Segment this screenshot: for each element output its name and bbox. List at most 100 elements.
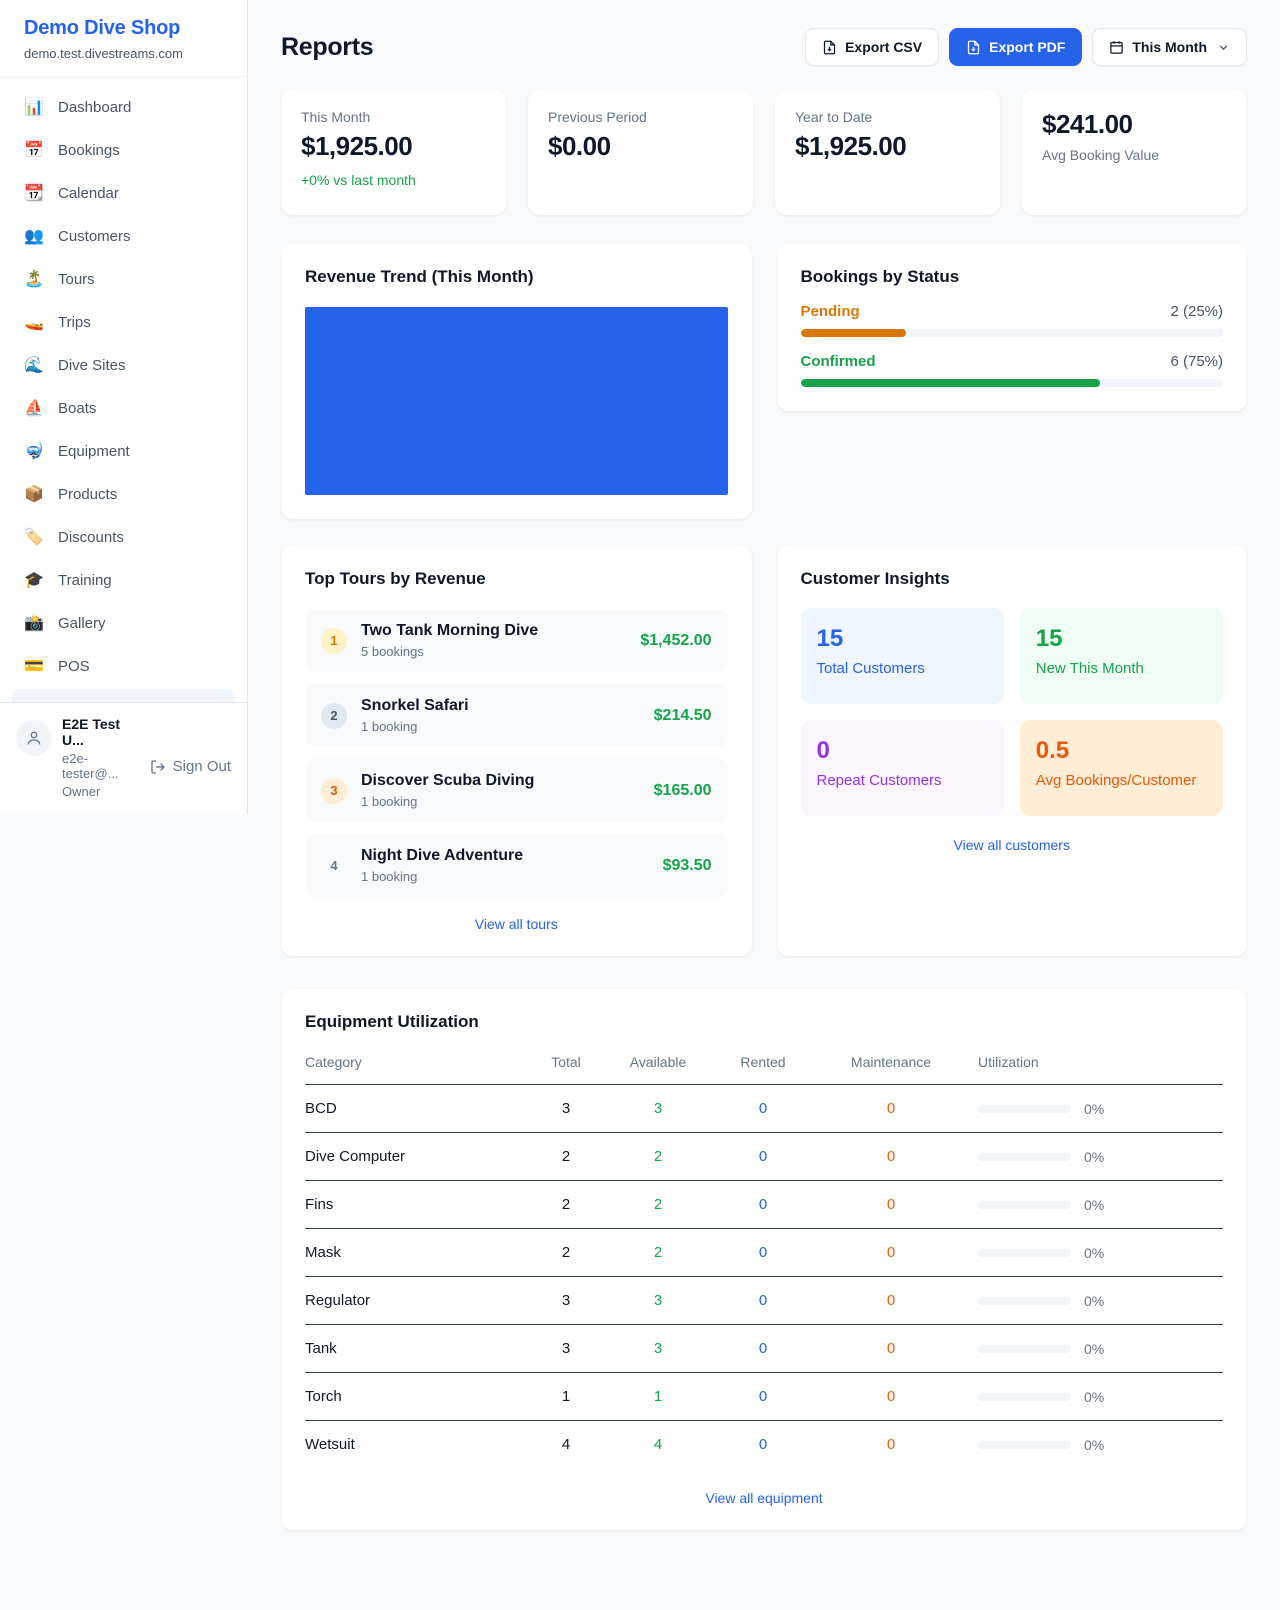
utilization-percent: 0%	[1084, 1148, 1105, 1165]
stat-card-this-month: This Month $1,925.00 +0% vs last month	[281, 90, 506, 215]
customer-insights-card: Customer Insights 15 Total Customers 15 …	[776, 546, 1247, 956]
progress-fill	[800, 379, 1101, 387]
table-row: Fins 2 2 0 0 0%	[305, 1180, 1223, 1229]
cell-rented: 0	[704, 1180, 822, 1229]
utilization-percent: 0%	[1084, 1100, 1105, 1117]
sidebar-item-discounts[interactable]: 🏷️ Discounts	[12, 517, 235, 557]
sidebar-item-boats[interactable]: ⛵ Boats	[12, 388, 235, 428]
cell-category: Regulator	[305, 1276, 520, 1325]
stat-value: $1,925.00	[301, 131, 413, 161]
status-row-pending: Pending 2 (25%)	[800, 303, 1223, 337]
cell-rented: 0	[704, 1324, 822, 1373]
main-content: Reports Export CSV Export PDF This Month	[248, 0, 1280, 1530]
sidebar-item-label: Equipment	[58, 442, 130, 460]
tour-bookings: 5 bookings	[361, 644, 424, 659]
cell-total: 1	[520, 1372, 612, 1421]
export-csv-button[interactable]: Export CSV	[805, 28, 940, 66]
sidebar-item-tours[interactable]: 🏝️ Tours	[12, 259, 235, 299]
utilization-track	[978, 1440, 1071, 1449]
sidebar-header: Demo Dive Shop demo.test.divestreams.com	[0, 0, 247, 77]
boats-icon: ⛵	[24, 400, 44, 417]
view-all-customers-link[interactable]: View all customers	[953, 837, 1070, 853]
stat-label: Previous Period	[548, 109, 647, 125]
cell-maintenance: 0	[822, 1276, 960, 1325]
cell-rented: 0	[758, 1436, 768, 1453]
sidebar-item-label: Dive Sites	[58, 356, 126, 374]
sidebar-item-bookings[interactable]: 📅 Bookings	[12, 130, 235, 170]
sidebar-item-customers[interactable]: 👥 Customers	[12, 216, 235, 256]
cell-rented: 0	[704, 1084, 822, 1133]
sidebar-nav: 📊 Dashboard 📅 Bookings 📆 Calendar 👥 Cust…	[0, 77, 247, 702]
utilization-percent: 0%	[1084, 1436, 1105, 1453]
tour-revenue: $1,452.00	[640, 631, 712, 649]
top-tours-card: Top Tours by Revenue 1 Two Tank Morning …	[281, 546, 752, 956]
tour-row: 3 Discover Scuba Diving 1 booking $165.0…	[305, 759, 728, 822]
utilization-track	[978, 1296, 1071, 1305]
tile-value: 0	[816, 737, 830, 764]
cell-maintenance: 0	[822, 1324, 960, 1373]
sidebar: Demo Dive Shop demo.test.divestreams.com…	[0, 0, 248, 814]
active-nav-pill[interactable]	[12, 689, 235, 702]
tour-bookings: 1 booking	[361, 869, 418, 884]
export-pdf-button[interactable]: Export PDF	[949, 28, 1083, 66]
cell-total: 4	[561, 1436, 571, 1453]
tile-value: 0.5	[1035, 737, 1070, 764]
tile-value: 15	[816, 625, 844, 652]
sidebar-item-trips[interactable]: 🚤 Trips	[12, 302, 235, 342]
insights-row: Top Tours by Revenue 1 Two Tank Morning …	[281, 546, 1247, 956]
stat-card-avg-booking-value: $241.00 Avg Booking Value	[1022, 90, 1247, 215]
cell-total: 2	[520, 1132, 612, 1181]
cell-rented: 0	[704, 1276, 822, 1325]
cell-available: 2	[612, 1132, 704, 1181]
user-footer: E2E Test U... e2e-tester@... Owner Sign …	[0, 702, 247, 814]
stat-card-previous-period: Previous Period $0.00	[528, 90, 753, 215]
view-all-equipment-link[interactable]: View all equipment	[705, 1490, 823, 1506]
sidebar-item-dashboard[interactable]: 📊 Dashboard	[12, 87, 235, 127]
cell-category: Wetsuit	[305, 1436, 355, 1453]
sidebar-item-equipment[interactable]: 🤿 Equipment	[12, 431, 235, 471]
sidebar-item-label: Products	[58, 485, 118, 503]
progress-track	[800, 379, 1223, 387]
customers-icon: 👥	[24, 228, 44, 245]
utilization-track	[978, 1392, 1071, 1401]
cell-available: 2	[612, 1180, 704, 1229]
cell-total: 3	[520, 1324, 612, 1373]
tour-row: 1 Two Tank Morning Dive 5 bookings $1,45…	[305, 609, 728, 672]
cell-total: 3	[520, 1084, 612, 1133]
equipment-table: Category Total Available Rented Maintena…	[305, 1042, 1223, 1468]
utilization-track	[978, 1248, 1071, 1257]
column-header: Utilization	[960, 1042, 1223, 1085]
cell-rented: 0	[704, 1132, 822, 1181]
cell-total: 2	[520, 1228, 612, 1277]
stat-value: $1,925.00	[795, 131, 907, 161]
sidebar-item-products[interactable]: 📦 Products	[12, 474, 235, 514]
utilization-percent: 0%	[1084, 1292, 1105, 1309]
sidebar-item-gallery[interactable]: 📸 Gallery	[12, 603, 235, 643]
bookings-by-status-card: Bookings by Status Pending 2 (25%) Confi…	[776, 244, 1247, 411]
tile-label: Repeat Customers	[816, 772, 942, 789]
sidebar-item-calendar[interactable]: 📆 Calendar	[12, 173, 235, 213]
sidebar-item-dive-sites[interactable]: 🌊 Dive Sites	[12, 345, 235, 385]
cell-category: BCD	[305, 1084, 520, 1133]
file-download-icon	[823, 40, 836, 54]
view-all-tours-link[interactable]: View all tours	[474, 916, 558, 932]
utilization-track	[978, 1200, 1071, 1209]
card-title: Revenue Trend (This Month)	[305, 267, 534, 286]
charts-row: Revenue Trend (This Month) Bookings by S…	[281, 244, 1247, 519]
stat-value: $241.00	[1042, 109, 1133, 139]
tour-bookings: 1 booking	[361, 794, 418, 809]
tile-avg-bookings-customer: 0.5 Avg Bookings/Customer	[1019, 720, 1223, 816]
sign-out-button[interactable]: Sign Out	[150, 734, 231, 799]
tour-revenue: $93.50	[662, 856, 712, 874]
sidebar-item-training[interactable]: 🎓 Training	[12, 560, 235, 600]
insight-tiles: 15 Total Customers 15 New This Month 0 R…	[800, 608, 1223, 816]
equipment-utilization-card: Equipment Utilization Category Total Ava…	[281, 989, 1247, 1530]
sidebar-item-label: Customers	[58, 227, 131, 245]
cell-maintenance: 0	[886, 1436, 896, 1453]
user-info: E2E Test U... e2e-tester@... Owner	[62, 716, 140, 799]
period-dropdown[interactable]: This Month	[1092, 28, 1247, 66]
sidebar-item-pos[interactable]: 💳 POS	[12, 646, 235, 686]
column-header: Maintenance	[822, 1042, 960, 1085]
tour-revenue: $165.00	[653, 781, 712, 799]
cell-available: 3	[612, 1276, 704, 1325]
